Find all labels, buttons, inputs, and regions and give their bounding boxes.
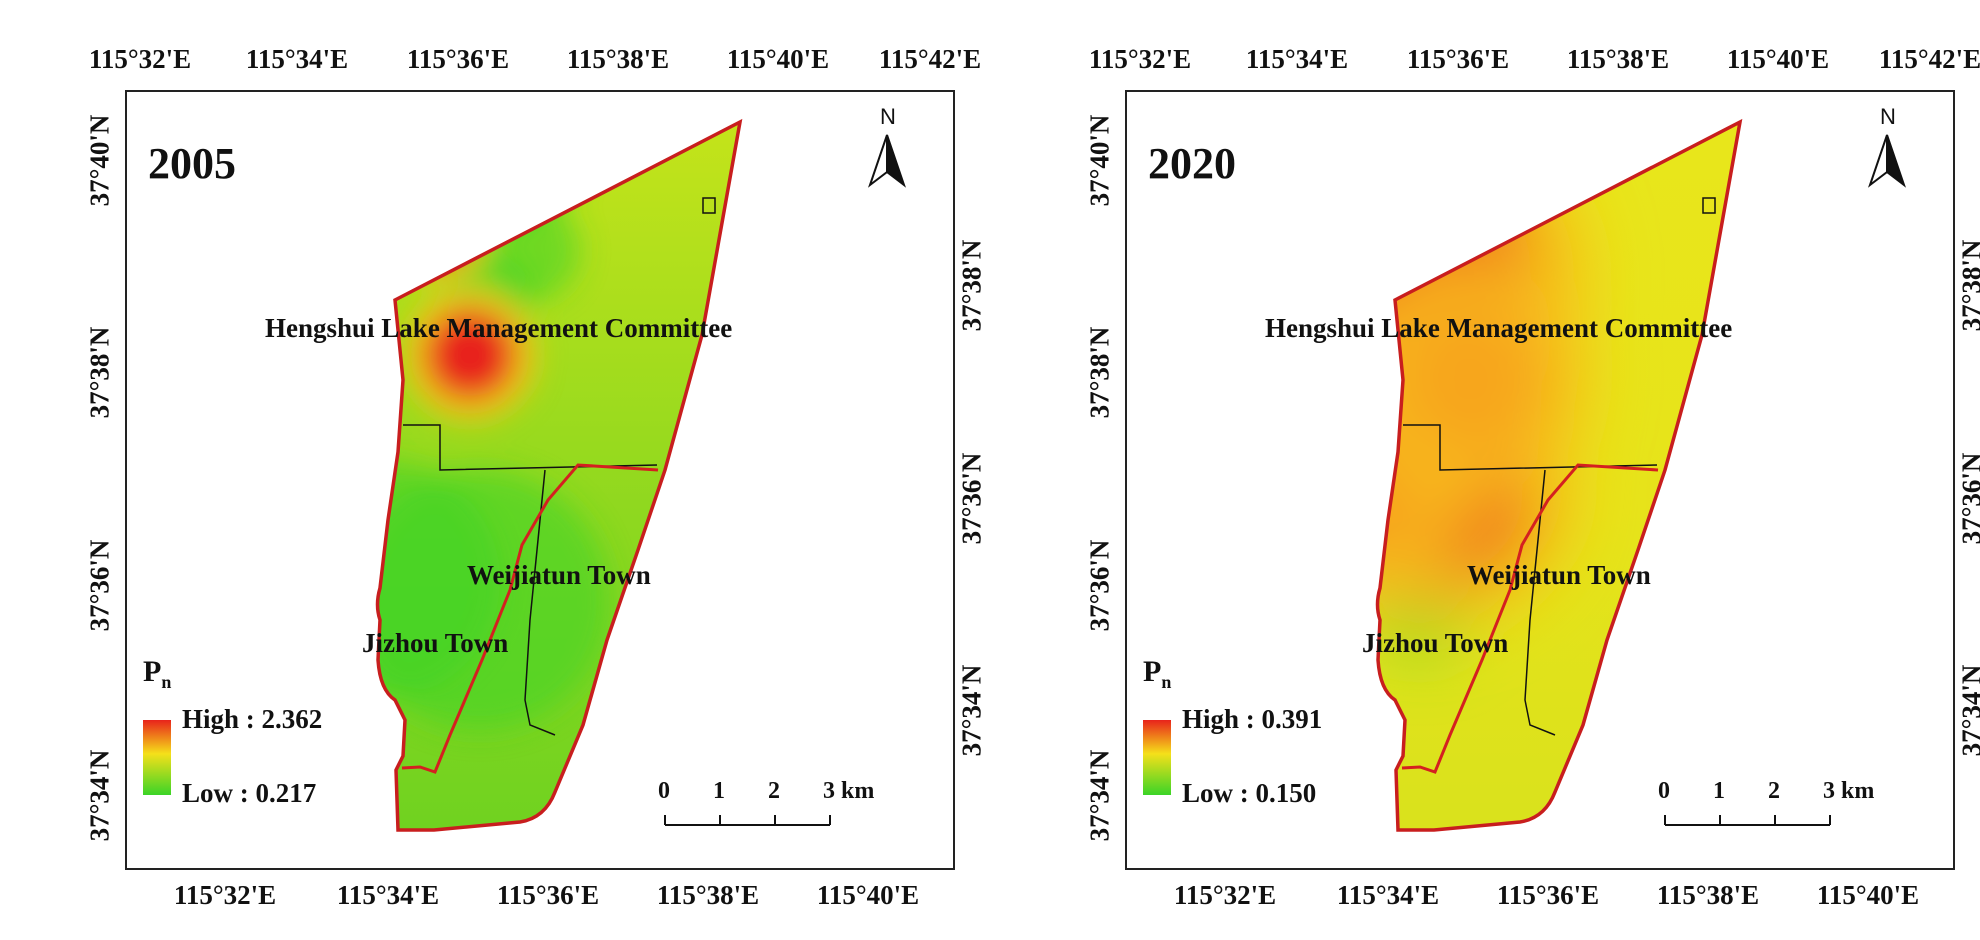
low-density-spot — [460, 122, 580, 220]
low-density-spot — [440, 170, 520, 250]
north-arrow-icon — [867, 134, 907, 188]
town-boundary — [401, 463, 659, 774]
tick-right: 37°38'N — [956, 239, 987, 332]
legend-title-subscript: n — [1161, 672, 1172, 692]
place-label-jizhou: Jizhou Town — [362, 628, 509, 658]
tick-top: 115°32'E — [1088, 44, 1192, 74]
density-map — [1143, 118, 1907, 832]
legend-high-label: High : 0.391 — [1182, 704, 1323, 734]
tick-right: 37°38'N — [1956, 239, 1980, 332]
place-label-hengshui: Hengshui Lake Management Committee — [265, 313, 733, 343]
legend-title-main: P — [1143, 655, 1162, 688]
year-label: 2020 — [1148, 139, 1236, 188]
north-label: N — [1880, 104, 1896, 129]
tick-left: 37°34'N — [84, 749, 115, 842]
tick-left: 37°38'N — [1084, 326, 1115, 419]
tick-right: 37°36'N — [1956, 452, 1980, 545]
legend-low-label: Low : 0.217 — [182, 778, 317, 808]
scale-label: 0 — [658, 778, 670, 804]
tick-top: 115°42'E — [1878, 44, 1980, 74]
hotspot — [404, 194, 472, 262]
town-boundary — [1401, 463, 1659, 774]
tick-top: 115°34'E — [1245, 44, 1349, 74]
north-arrow-icon — [1867, 134, 1907, 188]
place-label-weijiatun: Weijiatun Town — [1467, 560, 1651, 590]
legend-color-ramp — [143, 720, 171, 795]
tick-bottom: 115°32'E — [1173, 880, 1277, 910]
tick-bottom: 115°38'E — [1656, 880, 1760, 910]
low-density-spot — [1377, 130, 1470, 240]
legend-title-subscript: n — [161, 672, 172, 692]
tick-right: 37°36'N — [956, 452, 987, 545]
map-panel-2020: N 2020 Hengshui Lake Management Committee W… — [1000, 0, 1980, 940]
tick-left: 37°40'N — [1084, 114, 1115, 207]
tick-right: 37°34'N — [956, 664, 987, 757]
hotspot — [426, 311, 514, 399]
tick-top: 115°40'E — [726, 44, 830, 74]
small-parcel — [702, 197, 716, 214]
legend-high-label: High : 2.362 — [182, 704, 323, 734]
scale-label: 2 — [1768, 778, 1780, 804]
study-area-outline — [1375, 118, 1743, 832]
hotspot-halo — [387, 177, 489, 279]
place-label-jizhou: Jizhou Town — [1362, 628, 1509, 658]
tick-top: 115°32'E — [88, 44, 192, 74]
study-area-outline — [375, 118, 743, 832]
tick-bottom: 115°36'E — [496, 880, 600, 910]
admin-boundary — [1403, 424, 1658, 471]
tick-bottom: 115°32'E — [173, 880, 277, 910]
north-label: N — [880, 104, 896, 129]
map-panel-2005: N 2005 Hengshui Lake Management Committee W… — [84, 44, 987, 910]
tick-right: 37°34'N — [1956, 664, 1980, 757]
hotspot — [1390, 300, 1550, 460]
tick-bottom: 115°38'E — [656, 880, 760, 910]
tick-top: 115°38'E — [1566, 44, 1670, 74]
scale-label: 1 — [713, 778, 725, 804]
legend-title-main: P — [143, 655, 162, 688]
scale-label: 3 km — [823, 778, 875, 804]
tick-top: 115°34'E — [245, 44, 349, 74]
scale-label: 3 km — [1823, 778, 1875, 804]
year-label: 2005 — [148, 139, 236, 188]
legend-title: Pn — [143, 655, 171, 693]
small-parcel — [1702, 197, 1716, 214]
tick-top: 115°42'E — [878, 44, 982, 74]
tick-bottom: 115°40'E — [816, 880, 920, 910]
tick-top: 115°36'E — [1406, 44, 1510, 74]
tick-bottom: 115°34'E — [336, 880, 440, 910]
tick-top: 115°36'E — [406, 44, 510, 74]
tick-left: 37°38'N — [84, 326, 115, 419]
tick-bottom: 115°34'E — [1336, 880, 1440, 910]
tick-bottom: 115°40'E — [1816, 880, 1920, 910]
admin-boundary — [403, 424, 658, 471]
legend-low-label: Low : 0.150 — [1182, 778, 1317, 808]
density-map — [143, 118, 907, 832]
scale-label: 2 — [768, 778, 780, 804]
scale-label: 0 — [1658, 778, 1670, 804]
scale-label: 1 — [1713, 778, 1725, 804]
tick-left: 37°34'N — [1084, 749, 1115, 842]
tick-left: 37°36'N — [1084, 539, 1115, 632]
tick-top: 115°40'E — [1726, 44, 1830, 74]
raster-surface — [377, 122, 740, 830]
legend-color-ramp — [1143, 720, 1171, 795]
tick-left: 37°36'N — [84, 539, 115, 632]
place-label-hengshui: Hengshui Lake Management Committee — [1265, 313, 1733, 343]
low-density-spot — [1260, 510, 1360, 610]
tick-top: 115°38'E — [566, 44, 670, 74]
place-label-weijiatun: Weijiatun Town — [467, 560, 651, 590]
legend-title: Pn — [1143, 655, 1171, 693]
tick-bottom: 115°36'E — [1496, 880, 1600, 910]
tick-left: 37°40'N — [84, 114, 115, 207]
